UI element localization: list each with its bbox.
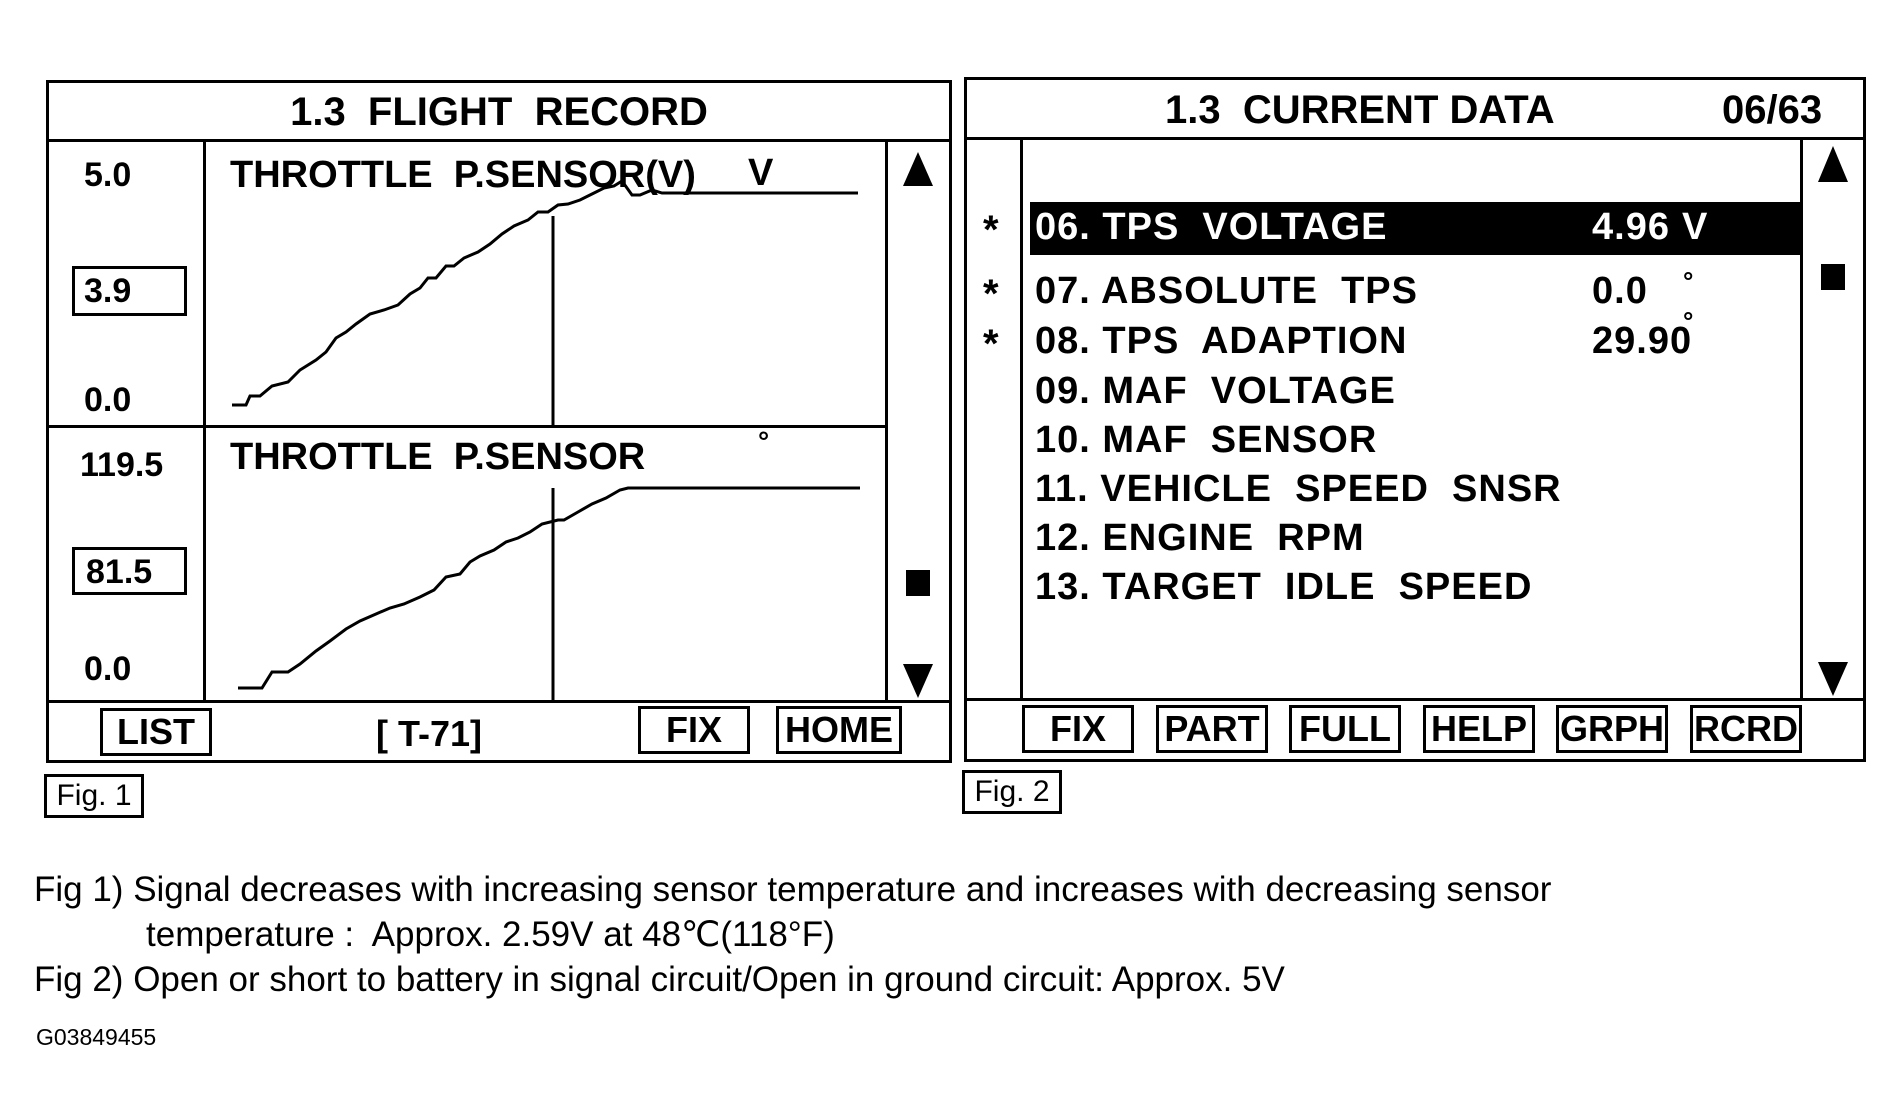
bottom-graph-max: 119.5 <box>80 446 164 484</box>
rcrd-button[interactable]: RCRD <box>1690 705 1802 753</box>
list-item-06-value: 4.96 <box>1592 206 1670 248</box>
page-indicator: 06/63 <box>1722 88 1823 132</box>
bottom-graph-current-box <box>72 547 187 595</box>
marker-column-divider <box>1020 137 1023 701</box>
scroll-thumb-2 <box>1821 264 1845 290</box>
note-fig1-line1: Fig 1) Signal decreases with increasing … <box>34 870 1552 909</box>
note-fig2: Fig 2) Open or short to battery in signa… <box>34 960 1285 999</box>
row-marker-07: * <box>983 272 999 316</box>
scroll-thumb <box>906 570 930 596</box>
scroll-column-divider-2 <box>1800 137 1803 701</box>
list-item-12[interactable]: 12. ENGINE RPM <box>1035 517 1365 559</box>
top-graph-unit: V <box>748 152 774 194</box>
list-item-08[interactable]: 08. TPS ADAPTION <box>1035 320 1408 362</box>
fig2-label: Fig. 2 <box>962 770 1062 814</box>
axis-column-divider <box>203 139 206 701</box>
bottom-graph-unit: ° <box>758 426 770 457</box>
part-button[interactable]: PART <box>1156 705 1268 753</box>
note-fig1-line2: temperature : Approx. 2.59V at 48℃(118°F… <box>146 915 835 954</box>
title-divider <box>46 139 952 142</box>
scroll-up-arrow <box>903 152 933 186</box>
figure-code: G03849455 <box>36 1024 157 1050</box>
fig1-label: Fig. 1 <box>44 774 144 818</box>
fix-button[interactable]: FIX <box>638 706 750 754</box>
home-button[interactable]: HOME <box>776 706 902 754</box>
bottom-graph-current: 81.5 <box>86 553 153 591</box>
current-data-title: 1.3 CURRENT DATA <box>1165 88 1555 132</box>
flight-record-title: 1.3 FLIGHT RECORD <box>290 90 708 134</box>
list-item-13[interactable]: 13. TARGET IDLE SPEED <box>1035 566 1533 608</box>
button-bar-divider-2 <box>964 698 1866 701</box>
scroll-down-arrow-2 <box>1818 662 1848 696</box>
graph-divider <box>46 425 885 428</box>
bottom-graph-trace <box>238 486 860 690</box>
top-graph-max: 5.0 <box>84 156 132 194</box>
list-item-08-value: 29.90 <box>1592 320 1693 362</box>
bottom-graph-min: 0.0 <box>84 650 132 688</box>
scroll-down-arrow <box>903 664 933 698</box>
list-item-07-unit: ° <box>1683 266 1694 296</box>
top-graph-current: 3.9 <box>84 272 132 310</box>
list-scrollbar[interactable] <box>1803 140 1863 700</box>
bottom-graph-label: THROTTLE P.SENSOR <box>230 436 646 478</box>
list-item-06[interactable]: 06. TPS VOLTAGE <box>1035 206 1388 248</box>
top-graph-min: 0.0 <box>84 381 132 419</box>
fix-button-2[interactable]: FIX <box>1022 705 1134 753</box>
list-button[interactable]: LIST <box>100 708 212 756</box>
top-graph-current-box <box>72 266 187 316</box>
button-bar-divider <box>46 700 952 703</box>
scroll-column-divider <box>885 139 888 701</box>
selected-row-highlight <box>1030 202 1800 255</box>
current-data-panel <box>964 77 1866 762</box>
list-item-10[interactable]: 10. MAF SENSOR <box>1035 419 1378 461</box>
scroll-up-arrow-2 <box>1818 146 1848 182</box>
help-button[interactable]: HELP <box>1423 705 1535 753</box>
top-graph-trace <box>232 178 858 407</box>
list-item-07-value: 0.0 <box>1592 270 1648 312</box>
list-item-08-unit: ° <box>1683 306 1694 336</box>
list-item-07[interactable]: 07. ABSOLUTE TPS <box>1035 270 1418 312</box>
list-item-09[interactable]: 09. MAF VOLTAGE <box>1035 370 1396 412</box>
list-item-06-unit: V <box>1682 206 1709 248</box>
throttle-traces <box>232 152 933 700</box>
top-graph-label: THROTTLE P.SENSOR(V) <box>230 154 696 196</box>
title-divider-2 <box>964 137 1866 140</box>
list-item-11[interactable]: 11. VEHICLE SPEED SNSR <box>1035 468 1562 510</box>
frame-indicator: [ T-71] <box>376 713 483 754</box>
row-marker-08: * <box>983 322 999 366</box>
grph-button[interactable]: GRPH <box>1556 705 1668 753</box>
full-button[interactable]: FULL <box>1289 705 1401 753</box>
flight-record-panel <box>46 80 952 763</box>
row-marker-06: * <box>983 208 999 252</box>
